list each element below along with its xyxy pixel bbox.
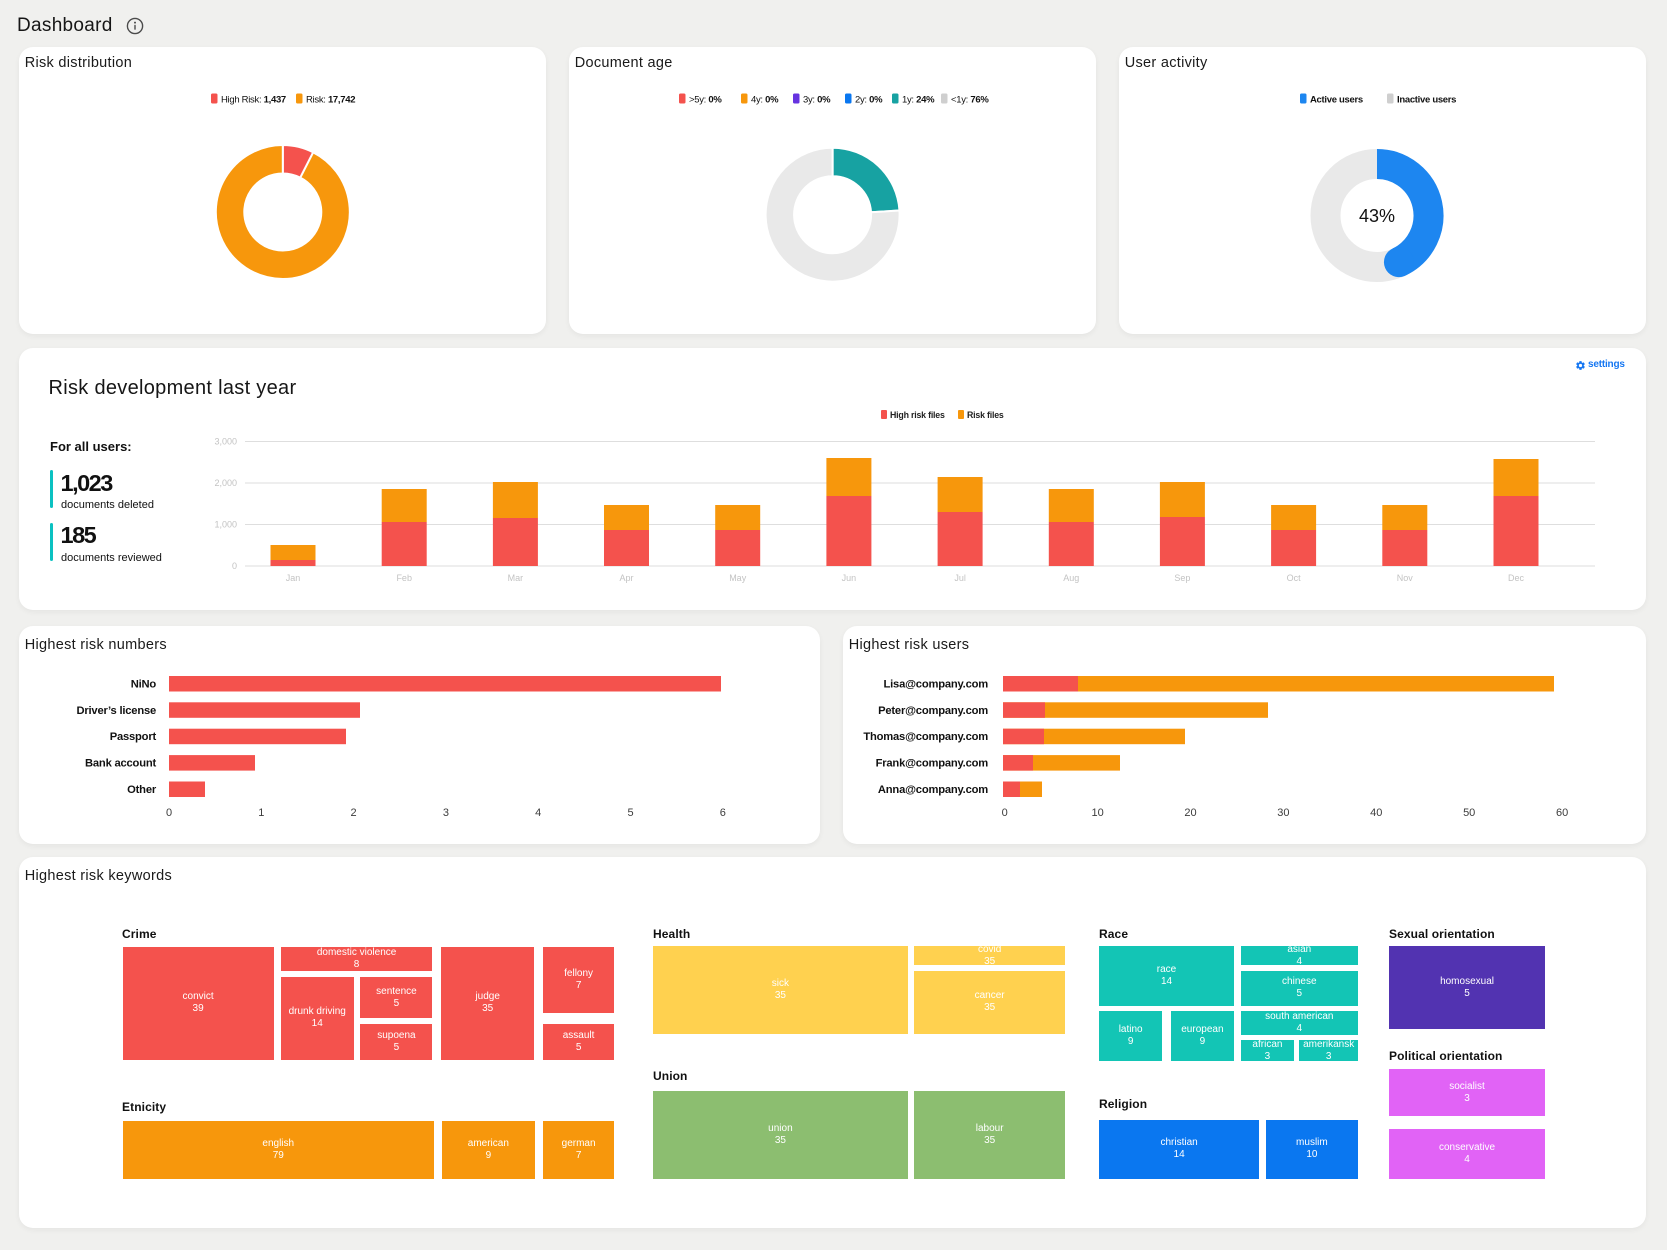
svg-text:Thomas@company.com: Thomas@company.com <box>863 731 988 743</box>
svg-text:Passport: Passport <box>110 731 157 743</box>
svg-text:3: 3 <box>443 807 449 819</box>
svg-text:Risk: 17,742: Risk: 17,742 <box>306 94 355 105</box>
svg-text:Bank account: Bank account <box>85 758 156 770</box>
svg-text:Apr: Apr <box>619 573 633 583</box>
svg-text:High Risk: 1,437: High Risk: 1,437 <box>221 94 286 105</box>
svg-text:10: 10 <box>1091 807 1103 819</box>
svg-text:43%: 43% <box>1359 206 1395 226</box>
svg-text:Jun: Jun <box>842 573 857 583</box>
svg-text:Risk files: Risk files <box>967 410 1004 420</box>
svg-text:Nov: Nov <box>1397 573 1414 583</box>
svg-text:Peter@company.com: Peter@company.com <box>878 705 988 717</box>
svg-text:NiNo: NiNo <box>131 679 157 691</box>
svg-text:Feb: Feb <box>396 573 412 583</box>
svg-text:60: 60 <box>1556 807 1568 819</box>
svg-text:3y: 0%: 3y: 0% <box>803 94 831 105</box>
svg-text:Frank@company.com: Frank@company.com <box>876 758 989 770</box>
svg-text:0: 0 <box>166 807 172 819</box>
svg-text:1: 1 <box>258 807 264 819</box>
svg-text:4: 4 <box>535 807 541 819</box>
svg-text:>5y: 0%: >5y: 0% <box>689 94 722 105</box>
svg-text:Anna@company.com: Anna@company.com <box>878 784 988 796</box>
svg-text:May: May <box>729 573 747 583</box>
svg-text:High risk files: High risk files <box>890 410 945 420</box>
svg-text:40: 40 <box>1370 807 1382 819</box>
svg-text:6: 6 <box>720 807 726 819</box>
svg-text:Oct: Oct <box>1287 573 1302 583</box>
svg-text:0: 0 <box>232 561 237 571</box>
svg-text:30: 30 <box>1277 807 1289 819</box>
svg-text:2: 2 <box>351 807 357 819</box>
svg-text:Dec: Dec <box>1508 573 1525 583</box>
svg-text:2y: 0%: 2y: 0% <box>855 94 883 105</box>
svg-text:50: 50 <box>1463 807 1475 819</box>
svg-text:0: 0 <box>1002 807 1008 819</box>
svg-text:Sep: Sep <box>1174 573 1190 583</box>
svg-text:Active users: Active users <box>1310 94 1363 105</box>
svg-text:Jul: Jul <box>954 573 966 583</box>
svg-text:4y: 0%: 4y: 0% <box>751 94 779 105</box>
svg-text:1,000: 1,000 <box>214 520 237 530</box>
svg-text:Inactive users: Inactive users <box>1397 94 1456 105</box>
svg-text:3,000: 3,000 <box>214 437 237 447</box>
svg-text:Driver’s license: Driver’s license <box>76 705 156 717</box>
svg-text:1y: 24%: 1y: 24% <box>902 94 935 105</box>
svg-text:Jan: Jan <box>286 573 301 583</box>
svg-text:Mar: Mar <box>508 573 524 583</box>
svg-text:2,000: 2,000 <box>214 478 237 488</box>
svg-text:Aug: Aug <box>1063 573 1079 583</box>
svg-text:<1y: 76%: <1y: 76% <box>951 94 989 105</box>
svg-text:5: 5 <box>627 807 633 819</box>
svg-text:20: 20 <box>1184 807 1196 819</box>
svg-text:Other: Other <box>127 784 157 796</box>
svg-text:Lisa@company.com: Lisa@company.com <box>884 679 989 691</box>
